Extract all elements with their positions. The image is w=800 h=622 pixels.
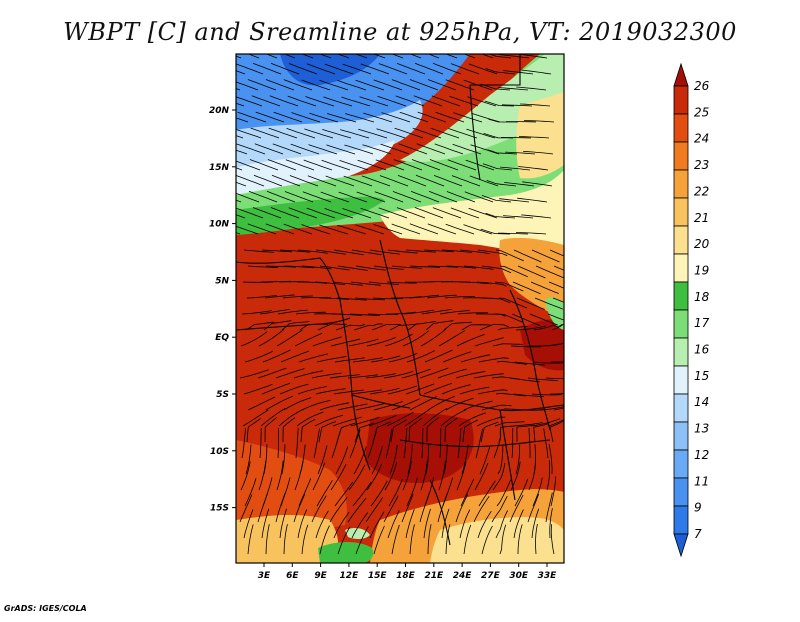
latitude-axis: 20N 15N 10N 5N EQ 5S 10S 15S: [209, 106, 236, 514]
lat-tick-label: 15S: [210, 504, 229, 514]
colorbar-label: 24: [694, 132, 709, 146]
colorbar-segment: [674, 366, 688, 394]
lon-tick-label: 3E: [258, 571, 271, 581]
colorbar-label: 16: [694, 343, 710, 357]
colorbar: 26 25 24 23 22 21 20 19 18 17 16 15 14 13 12 11 9 7: [674, 64, 710, 556]
lat-tick-label: 5N: [215, 276, 229, 286]
lon-tick-label: 21E: [424, 571, 444, 581]
wbpt-field: [212, 47, 583, 563]
colorbar-label: 15: [694, 369, 709, 383]
colorbar-label: 18: [694, 290, 710, 304]
colorbar-segment: [674, 254, 688, 282]
colorbar-label: 7: [694, 527, 702, 541]
colorbar-segment: [674, 226, 688, 254]
colorbar-segment: [674, 478, 688, 506]
lon-tick-label: 12E: [340, 571, 360, 581]
colorbar-segment: [674, 450, 688, 478]
colorbar-segment: [674, 114, 688, 142]
lat-tick-label: 15N: [209, 163, 230, 173]
field-green-south: [318, 542, 373, 563]
colorbar-segment: [674, 422, 688, 450]
colorbar-segment: [674, 198, 688, 226]
colorbar-bottom-arrow: [674, 534, 688, 556]
colorbar-segment: [674, 310, 688, 338]
colorbar-segment: [674, 170, 688, 198]
colorbar-label: 14: [694, 395, 709, 409]
lon-tick-label: 24E: [453, 571, 473, 581]
lat-tick-label: 5S: [216, 390, 229, 400]
lon-tick-label: 9E: [314, 571, 327, 581]
colorbar-label: 11: [694, 474, 709, 488]
colorbar-label: 22: [694, 184, 709, 198]
colorbar-label: 25: [694, 105, 709, 119]
colorbar-label: 13: [694, 422, 709, 436]
colorbar-label: 19: [694, 263, 709, 277]
colorbar-label: 23: [694, 158, 709, 172]
lat-tick-label: 20N: [209, 106, 230, 116]
lon-tick-label: 27E: [481, 571, 501, 581]
streamline: [213, 48, 241, 58]
lon-tick-label: 30E: [509, 571, 529, 581]
colorbar-segment: [674, 338, 688, 366]
lat-tick-label: 10S: [210, 447, 229, 457]
colorbar-segment: [674, 394, 688, 422]
colorbar-segment: [674, 142, 688, 170]
colorbar-segment: [674, 86, 688, 114]
colorbar-label: 17: [694, 316, 710, 330]
lon-tick-label: 33E: [538, 571, 558, 581]
colorbar-segment: [674, 506, 688, 534]
colorbar-label: 21: [694, 211, 709, 225]
lon-tick-label: 6E: [286, 571, 299, 581]
colorbar-label: 20: [694, 237, 710, 251]
colorbar-label: 12: [694, 448, 709, 462]
colorbar-label: 26: [694, 79, 710, 93]
lat-tick-label: 10N: [209, 220, 230, 230]
footer-credit: GrADS: IGES/COLA: [4, 604, 87, 613]
longitude-axis: 3E 6E 9E 12E 15E 18E 21E 24E 27E 30E 33E: [258, 563, 557, 581]
colorbar-top-arrow: [674, 64, 688, 86]
lat-tick-label: EQ: [215, 333, 229, 343]
lon-tick-label: 18E: [396, 571, 416, 581]
lon-tick-label: 15E: [368, 571, 388, 581]
colorbar-segment: [674, 282, 688, 310]
colorbar-label: 9: [694, 501, 702, 515]
